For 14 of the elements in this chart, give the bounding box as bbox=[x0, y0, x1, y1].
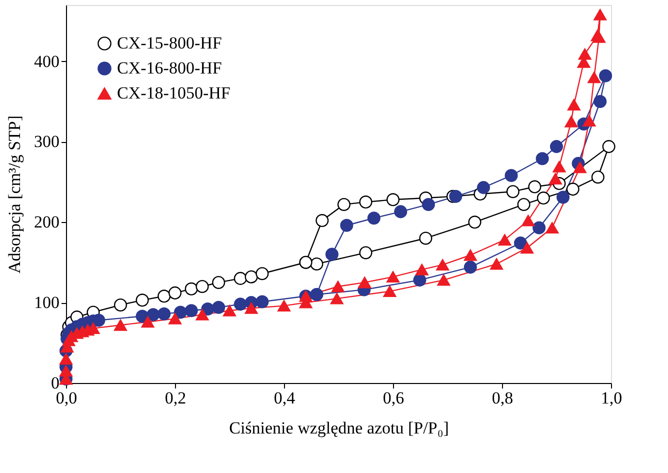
x-tick-label: 0,8 bbox=[492, 388, 514, 408]
x-tick-label: 0,4 bbox=[274, 388, 296, 408]
y-tick-label: 300 bbox=[34, 132, 60, 152]
legend-label: CX-15-800-HF bbox=[117, 34, 222, 52]
legend-label: CX-18-1050-HF bbox=[117, 84, 230, 102]
x-tick-label: 1,0 bbox=[600, 388, 622, 408]
legend-label: CX-16-800-HF bbox=[117, 58, 222, 78]
y-tick-label: 400 bbox=[34, 52, 60, 71]
y-axis-title: Adsorpcja [cm³/g STP] bbox=[5, 115, 24, 274]
y-tick-label: 200 bbox=[34, 212, 60, 232]
x-tick-label: 0,2 bbox=[164, 388, 186, 408]
y-tick-label: 100 bbox=[34, 293, 60, 312]
x-axis-title: Ciśnienie względne azotu [P/P₀] bbox=[229, 418, 449, 438]
x-tick-label: 0,6 bbox=[382, 388, 404, 408]
